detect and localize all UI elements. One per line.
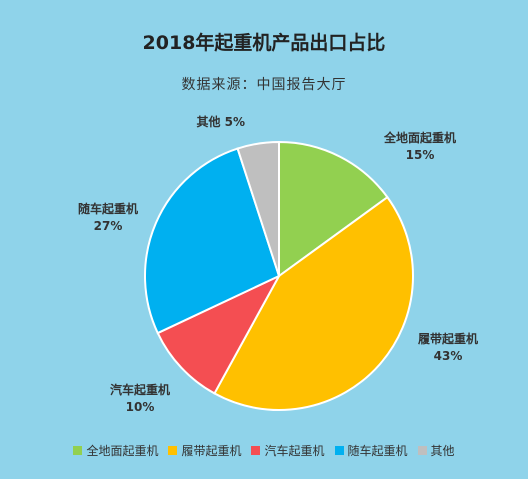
slice-label-1: 全地面起重机 15% (383, 130, 456, 162)
slice-value-label: 43% (434, 349, 463, 363)
pie-labels: 全地面起重机 15% 履带起重机 43% 汽车起重机 10% 随车起重机 27% 其他 5% (78, 114, 478, 414)
legend-item: 履带起重机 (168, 442, 241, 459)
slice-value-label: 27% (94, 219, 123, 233)
pie-slice-3 (156, 273, 282, 395)
slice-label-2: 履带起重机 43% (417, 331, 478, 363)
legend-swatch (168, 446, 178, 455)
slice-label-4: 随车起重机 27% (78, 201, 138, 233)
slice-category-label: 汽车起重机 (110, 382, 170, 397)
slice-label-5: 其他 5% (196, 114, 245, 129)
slice-value-label: 15% (406, 148, 435, 162)
pie-slice-4 (144, 147, 281, 335)
slice-value-label: 10% (126, 400, 155, 414)
legend-item: 全地面起重机 (73, 442, 158, 459)
legend-swatch (417, 446, 427, 455)
legend-item: 其他 (417, 442, 455, 459)
slice-category-label: 全地面起重机 (383, 130, 456, 145)
pie-slice-1 (278, 140, 389, 278)
legend-label: 其他 (430, 444, 455, 458)
chart-legend: 全地面起重机 履带起重机 汽车起重机 随车起重机 其他 (0, 442, 528, 459)
legend-label: 随车起重机 (347, 444, 408, 458)
slice-label-3: 汽车起重机 10% (110, 382, 170, 414)
pie-slice-2 (213, 195, 414, 411)
legend-label: 汽车起重机 (264, 444, 325, 458)
chart-title: 2018年起重机产品出口占比 (142, 32, 386, 54)
legend-item: 汽车起重机 (251, 442, 325, 459)
pie-slices (144, 140, 414, 411)
legend-label: 全地面起重机 (86, 444, 159, 458)
legend-swatch (73, 446, 83, 455)
pie-slice-5 (236, 140, 280, 277)
chart-subtitle: 数据来源：中国报告大厅 (181, 77, 347, 93)
legend-label: 履带起重机 (181, 444, 242, 458)
legend-item: 随车起重机 (334, 442, 408, 459)
slice-category-label: 随车起重机 (78, 201, 138, 216)
legend-swatch (334, 446, 344, 455)
slice-category-label: 履带起重机 (417, 331, 478, 346)
legend-swatch (251, 446, 261, 455)
